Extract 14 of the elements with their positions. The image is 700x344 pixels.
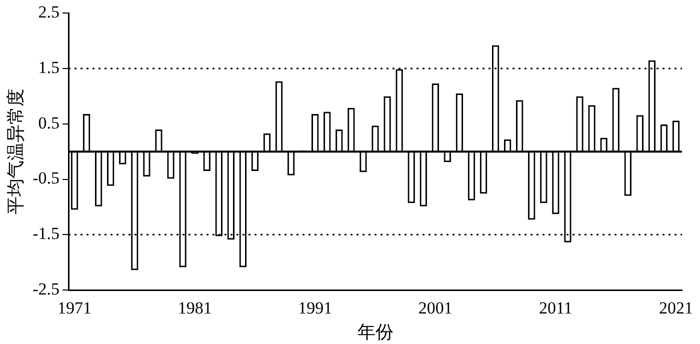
x-tick-label: 1971 <box>58 298 92 318</box>
y-tick-label: -0.5 <box>32 168 60 188</box>
x-tick-label: 2021 <box>658 298 693 318</box>
x-tick-label: 2001 <box>418 298 452 318</box>
y-tick-label: -1.5 <box>32 224 60 244</box>
y-axis-title: 平均气温异常度 <box>6 88 26 215</box>
x-tick-label: 1991 <box>298 298 332 318</box>
x-tick-label: 1981 <box>178 298 212 318</box>
x-tick-label: 2011 <box>539 298 572 318</box>
y-tick-label: 2.5 <box>38 2 60 22</box>
x-axis-title: 年份 <box>357 322 394 342</box>
y-tick-label: 0.5 <box>38 113 60 132</box>
y-tick-label: -2.5 <box>32 279 60 298</box>
y-tick-label: 1.5 <box>38 58 60 78</box>
